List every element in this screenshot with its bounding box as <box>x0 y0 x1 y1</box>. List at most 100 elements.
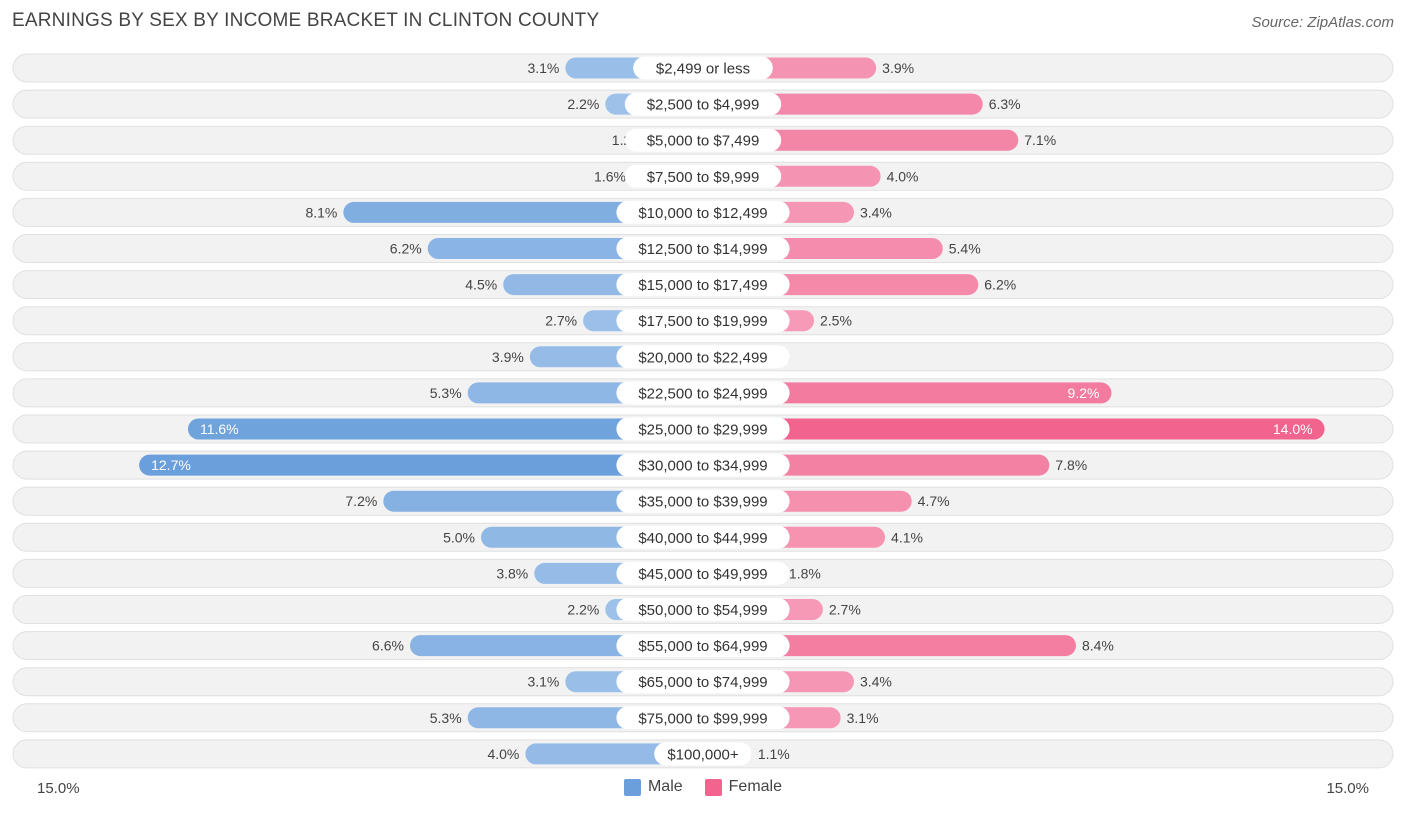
female-value-label: 8.4% <box>1082 638 1114 654</box>
category-pill <box>616 489 790 513</box>
category-label: $2,500 to $4,999 <box>647 97 760 114</box>
female-value-label: 7.8% <box>1055 457 1087 473</box>
category-label: $10,000 to $12,499 <box>638 205 767 222</box>
male-bar[interactable] <box>187 418 703 440</box>
category-pill <box>616 453 790 477</box>
category-row: 1.2%7.1%$5,000 to $7,499 <box>12 125 1394 155</box>
female-bar[interactable] <box>703 382 1112 404</box>
category-row: 2.2% 2.7% $50,000 to $54,999 <box>12 595 1394 624</box>
chart-title: EARNINGS BY SEX BY INCOME BRACKET IN CLI… <box>12 10 600 31</box>
male-value-label: 2.2% <box>567 602 599 618</box>
category-label: $22,500 to $24,999 <box>638 385 767 402</box>
category-pill <box>616 417 790 441</box>
category-label: $2,499 or less <box>656 61 750 78</box>
category-pill <box>616 200 790 224</box>
legend-label-male: Male <box>647 778 683 795</box>
category-pill <box>616 381 790 405</box>
male-value-label: 3.1% <box>527 674 559 690</box>
male-value-label: 5.0% <box>443 529 475 545</box>
category-pill <box>616 345 790 369</box>
female-value-label: 7.1% <box>1024 132 1056 148</box>
female-value-label: 4.1% <box>891 529 923 545</box>
category-label: $35,000 to $39,999 <box>638 494 767 511</box>
male-bar[interactable] <box>139 454 703 476</box>
category-row: 3.1% 3.4% $65,000 to $74,999 <box>12 667 1394 697</box>
legend: Male Female <box>0 778 1406 796</box>
male-value-label: 8.1% <box>305 204 337 220</box>
male-value-label: 5.3% <box>430 710 462 726</box>
category-pill <box>616 273 790 297</box>
female-bar[interactable] <box>703 418 1325 440</box>
category-label: $5,000 to $7,499 <box>647 133 760 150</box>
category-row: 12.7% 7.8% $30,000 to $34,999 <box>12 450 1394 480</box>
legend-item-male[interactable]: Male <box>623 778 683 796</box>
female-value-label: 3.9% <box>882 60 914 76</box>
category-pill <box>616 309 790 333</box>
female-bar[interactable] <box>703 635 1076 657</box>
category-row: 1.6% 4.0% $7,500 to $9,999 <box>12 161 1394 191</box>
male-value-label: 2.7% <box>545 313 577 329</box>
category-label: $7,500 to $9,999 <box>647 169 760 186</box>
category-pill <box>654 742 752 766</box>
category-label: $100,000+ <box>667 746 739 763</box>
male-value-label: 1.6% <box>594 168 626 184</box>
category-pill <box>624 128 782 152</box>
category-label: $15,000 to $17,499 <box>638 277 767 294</box>
male-value-label: 2.2% <box>567 96 599 112</box>
legend-label-female: Female <box>728 778 783 795</box>
male-value-label: 3.1% <box>527 60 559 76</box>
category-pill <box>616 670 790 694</box>
category-pill <box>616 237 790 260</box>
category-row: 8.1% 3.4% $10,000 to $12,499 <box>12 197 1394 227</box>
category-pill <box>616 598 790 621</box>
female-value-label: 3.4% <box>860 674 892 690</box>
male-value-label: 6.6% <box>372 638 404 654</box>
bar-chart: 3.1% 3.9% $2,499 or less 2.2% 6.3% $2,500 to … <box>12 53 1394 769</box>
male-value-label: 4.0% <box>487 746 519 762</box>
male-bar[interactable] <box>343 201 703 223</box>
legend-swatch-female <box>704 778 722 796</box>
female-bar[interactable] <box>703 454 1050 476</box>
category-label: $45,000 to $49,999 <box>638 566 767 583</box>
category-label: $25,000 to $29,999 <box>638 422 767 439</box>
category-row: 2.2% 6.3% $2,500 to $4,999 <box>12 89 1394 119</box>
male-value-label: 5.3% <box>430 385 462 401</box>
category-row: 4.5% 6.2% $15,000 to $17,499 <box>12 270 1394 300</box>
category-label: $55,000 to $64,999 <box>638 638 767 655</box>
category-row: 5.3% 3.1% $75,000 to $99,999 <box>12 703 1394 733</box>
male-value-label: 12.7% <box>151 457 191 473</box>
category-label: $17,500 to $19,999 <box>638 313 767 330</box>
category-row: 6.6% 8.4% $55,000 to $64,999 <box>12 631 1394 661</box>
female-value-label: 9.2% <box>1068 385 1100 401</box>
category-row: 2.7% 2.5% $17,500 to $19,999 <box>12 306 1394 336</box>
category-label: $40,000 to $44,999 <box>638 530 767 547</box>
female-value-label: 3.1% <box>847 710 879 726</box>
category-label: $75,000 to $99,999 <box>638 710 767 727</box>
category-row: 3.8% 1.8% $45,000 to $49,999 <box>12 558 1394 588</box>
category-row: 7.2% 4.7% $35,000 to $39,999 <box>12 486 1394 516</box>
category-row: 5.0% 4.1% $40,000 to $44,999 <box>12 522 1394 552</box>
axis-left-label: 15.0% <box>37 780 80 797</box>
category-label: $50,000 to $54,999 <box>638 602 767 619</box>
category-row: 5.3% 9.2% $22,500 to $24,999 <box>12 378 1394 408</box>
legend-item-female[interactable]: Female <box>704 778 783 796</box>
female-value-label: 1.8% <box>789 565 821 581</box>
female-value-label: 1.1% <box>758 746 790 762</box>
female-value-label: 6.3% <box>989 96 1021 112</box>
male-value-label: 3.8% <box>496 565 528 581</box>
male-value-label: 11.6% <box>200 421 239 437</box>
axis-right-label: 15.0% <box>1326 780 1369 797</box>
female-value-label: 4.0% <box>887 168 919 184</box>
category-pill <box>624 164 782 188</box>
category-pill <box>624 92 782 116</box>
category-row: 4.0% 1.1% $100,000+ <box>12 739 1394 769</box>
category-label: $12,500 to $14,999 <box>638 241 767 258</box>
female-bar[interactable] <box>703 129 1019 151</box>
category-pill <box>616 525 790 549</box>
category-row: 6.2% 5.4% $12,500 to $14,999 <box>12 234 1394 263</box>
category-pill <box>633 56 773 80</box>
category-pill <box>616 561 790 585</box>
female-value-label: 2.5% <box>820 313 852 329</box>
category-label: $30,000 to $34,999 <box>638 458 767 475</box>
female-value-label: 5.4% <box>949 241 981 257</box>
